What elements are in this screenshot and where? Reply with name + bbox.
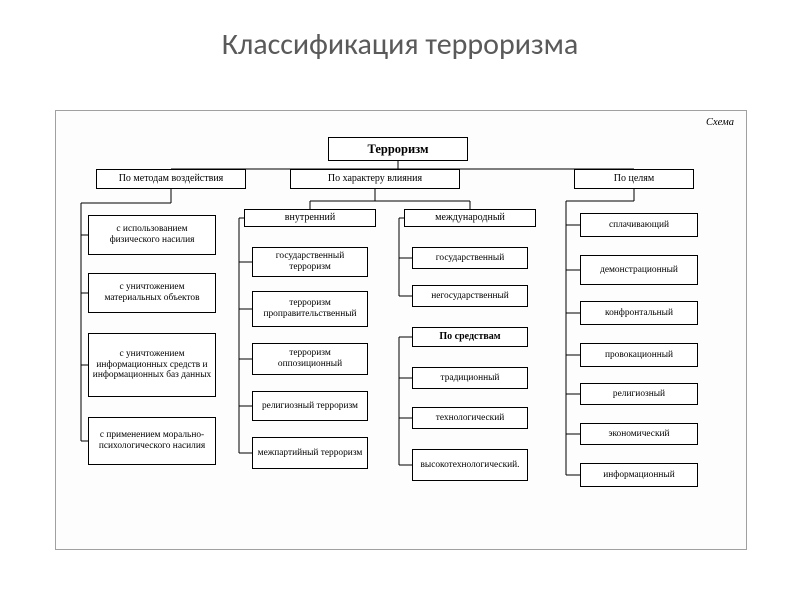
cat-character: По характеру влияния [290, 169, 460, 189]
col4-item: провокационный [580, 343, 698, 367]
col4-item: сплачивающий [580, 213, 698, 237]
col4-item: демонстрационный [580, 255, 698, 285]
col3-header: международный [404, 209, 536, 227]
col3-bottom-item: высокотехнологический. [412, 449, 528, 481]
col2-item: терроризм оппозиционный [252, 343, 368, 375]
col4-item: конфронтальный [580, 301, 698, 325]
col1-item: с использованием физического насилия [88, 215, 216, 255]
col4-item: информационный [580, 463, 698, 487]
col1-item: с применением морально-психологического … [88, 417, 216, 465]
col4-item: экономический [580, 423, 698, 445]
col3-mid-header: По средствам [412, 327, 528, 347]
col2-item: государственный терроризм [252, 247, 368, 277]
col1-item: с уничтожением информационных средств и … [88, 333, 216, 397]
root-node: Терроризм [328, 137, 468, 161]
col1-item: с уничтожением материальных объектов [88, 273, 216, 313]
col3-bottom-item: технологический [412, 407, 528, 429]
col3-bottom-item: традиционный [412, 367, 528, 389]
col2-item: терроризм проправительственный [252, 291, 368, 327]
col3-top-item: негосударственный [412, 285, 528, 307]
schema-label: Схема [706, 117, 734, 128]
col2-item: религиозный терроризм [252, 391, 368, 421]
col2-item: межпартийный терроризм [252, 437, 368, 469]
col3-top-item: государственный [412, 247, 528, 269]
col4-item: религиозный [580, 383, 698, 405]
cat-goals: По целям [574, 169, 694, 189]
schema-container: Схема [55, 110, 747, 550]
cat-methods: По методам воздействия [96, 169, 246, 189]
page-title: Классификация терроризма [0, 0, 800, 63]
col2-header: внутренний [244, 209, 376, 227]
